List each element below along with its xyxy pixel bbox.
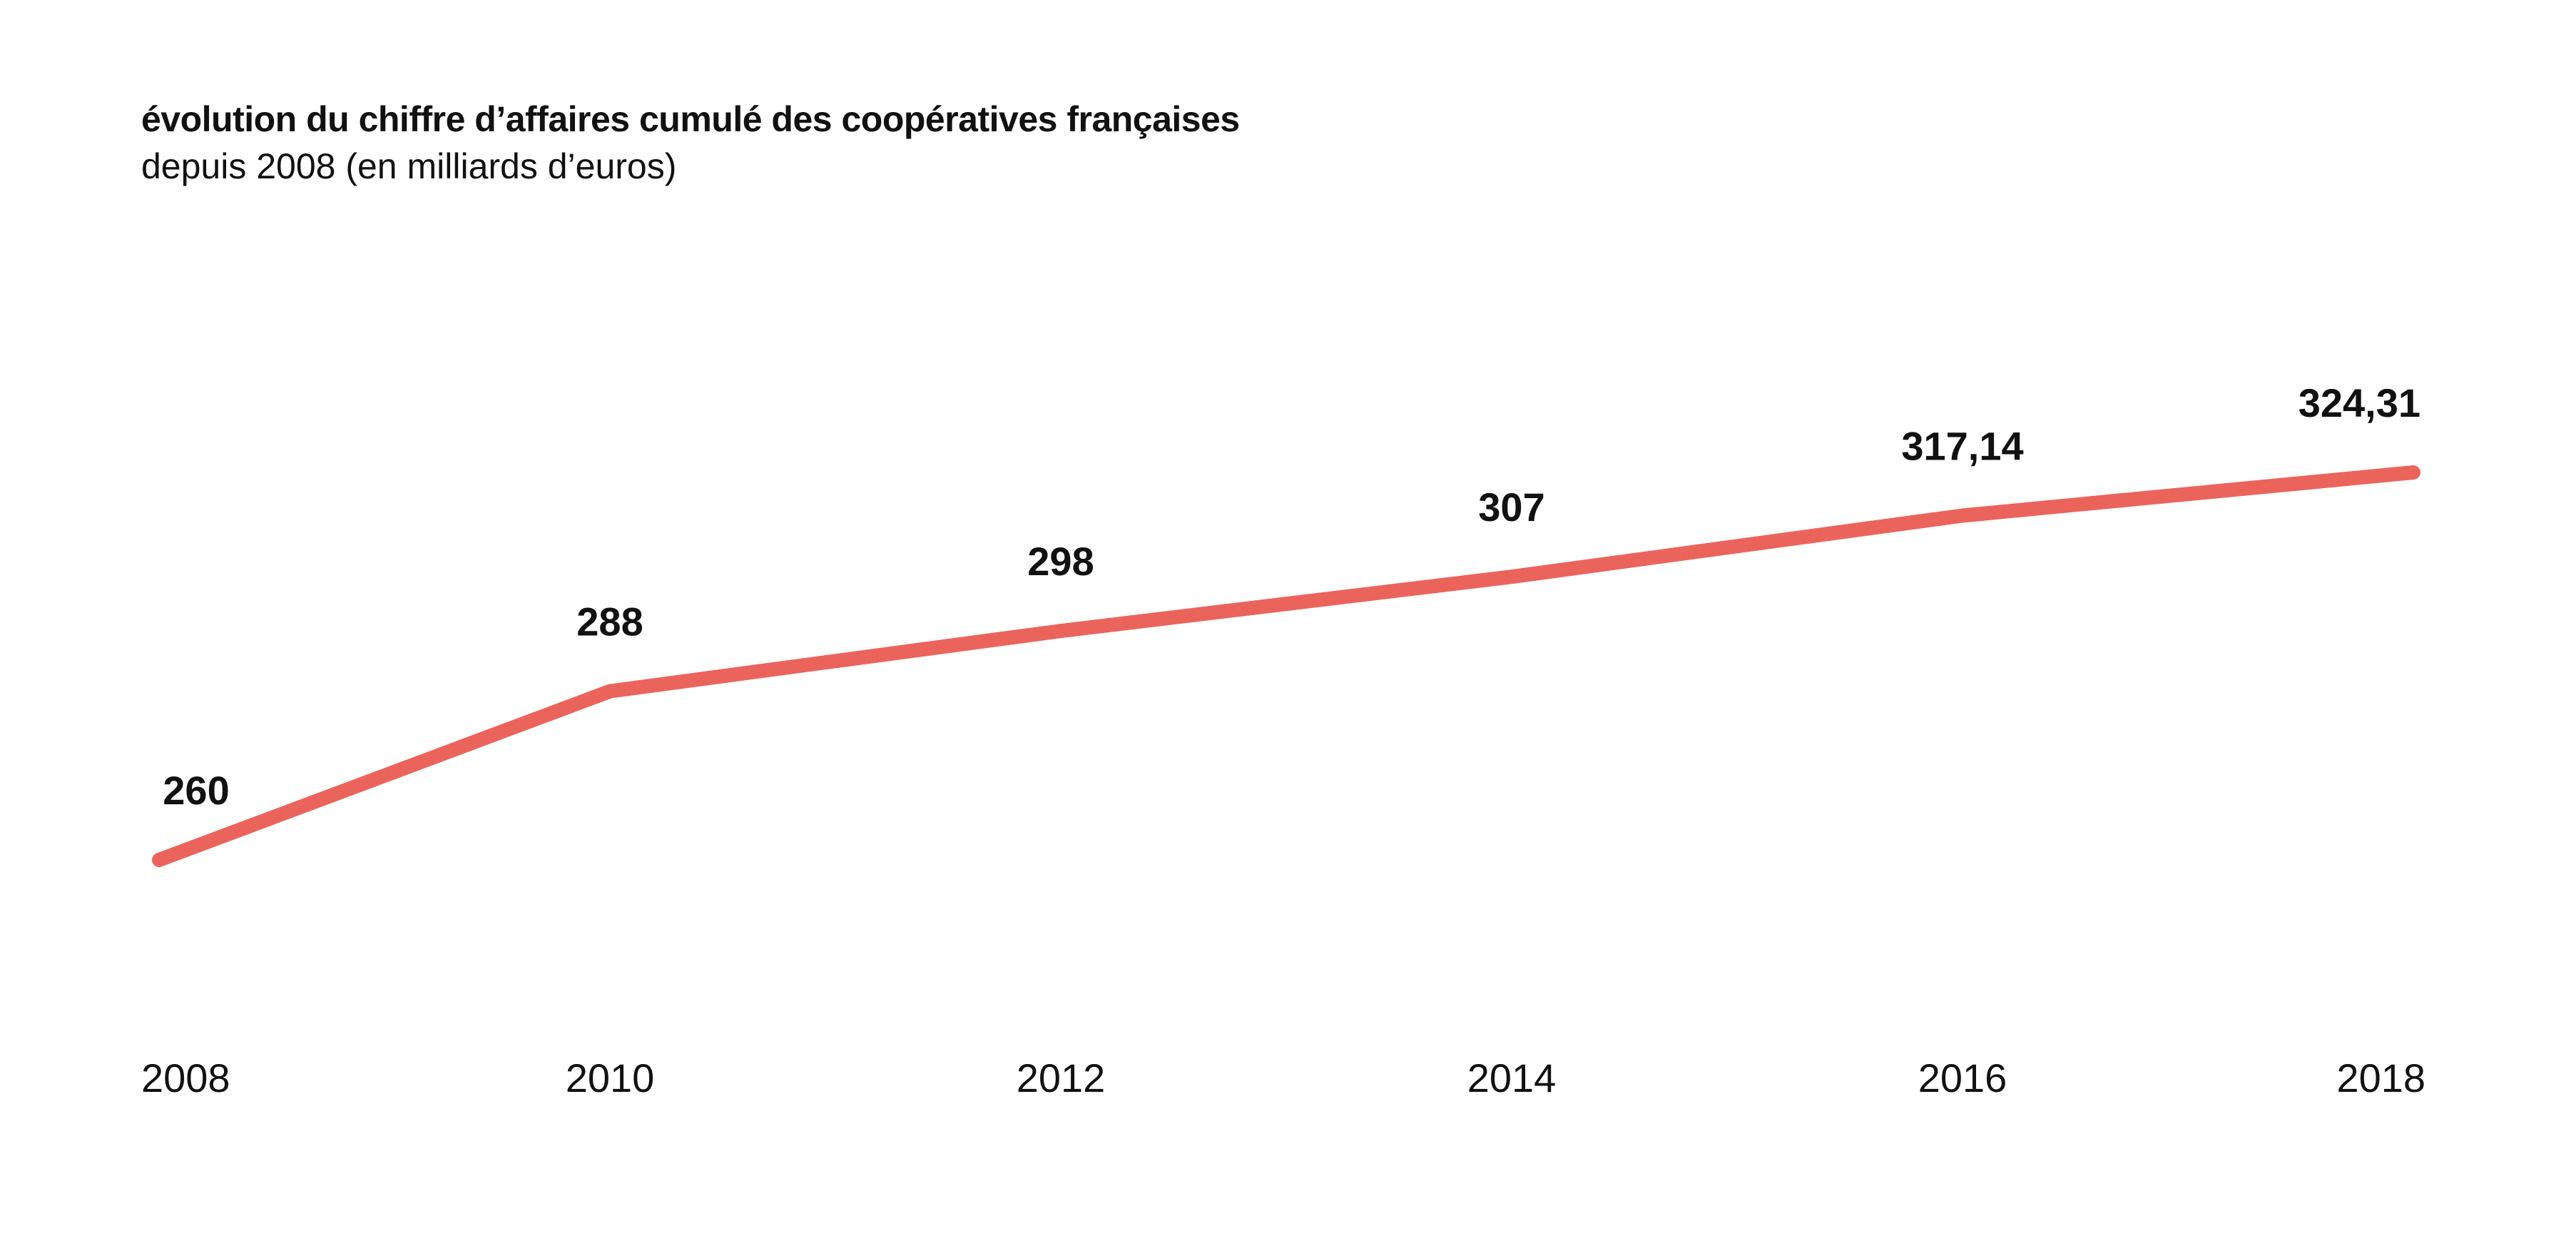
x-tick-label-2018: 2018 [2336, 1055, 2425, 1100]
data-label-2016: 317,14 [1901, 424, 2023, 469]
x-tick-label-2008: 2008 [141, 1055, 230, 1100]
data-label-2018: 324,31 [2298, 380, 2420, 425]
x-tick-label-2014: 2014 [1467, 1055, 1557, 1100]
data-label-2010: 288 [576, 599, 643, 644]
data-label-2014: 307 [1478, 485, 1544, 530]
series-line [152, 465, 2420, 867]
data-label-2012: 298 [1027, 539, 1094, 584]
x-tick-label-2016: 2016 [1918, 1055, 2007, 1100]
chart-title: évolution du chiffre d’affaires cumulé d… [141, 99, 1240, 139]
chart-subtitle: depuis 2008 (en milliards d’euros) [141, 146, 677, 186]
x-tick-label-2010: 2010 [566, 1055, 655, 1100]
x-tick-label-2012: 2012 [1017, 1055, 1106, 1100]
data-label-2008: 260 [163, 768, 229, 813]
